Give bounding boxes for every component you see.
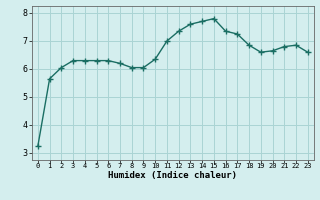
X-axis label: Humidex (Indice chaleur): Humidex (Indice chaleur) bbox=[108, 171, 237, 180]
